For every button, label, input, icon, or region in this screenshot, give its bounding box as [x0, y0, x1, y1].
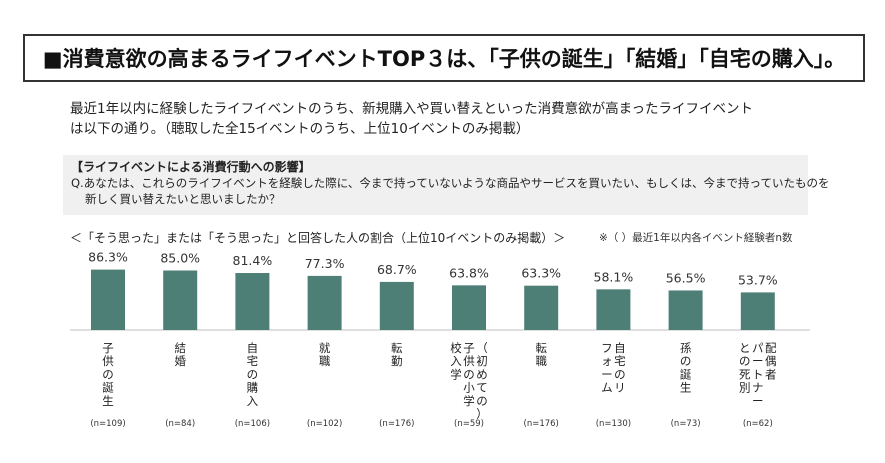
sample-size-label: (n=176) — [524, 419, 559, 429]
category-label-char: パ — [752, 341, 764, 355]
bar-value-label: 81.4% — [233, 253, 273, 268]
category-label-char: 配 — [765, 341, 777, 355]
sample-size-label: (n=176) — [379, 419, 414, 429]
category-label-char: 宅 — [614, 354, 626, 368]
category-label-char: 婚 — [174, 354, 186, 368]
category-label-char: ム — [601, 381, 613, 395]
category-label-char: 学 — [463, 394, 475, 408]
category-label-char: 転 — [391, 341, 403, 355]
category-label-char: の — [247, 367, 259, 381]
category-label-char: 学 — [450, 367, 462, 381]
category-label-char: 購 — [247, 381, 259, 395]
category-label-char: 孫 — [680, 341, 692, 355]
question-line-1: Q.あなたは、これらのライフイベントを経験した際に、今まで持っていないような商品… — [71, 176, 830, 190]
intro-text: 最近1年以内に経験したライフイベントのうち、新規購入や買い替えといった消費意欲が… — [70, 99, 830, 139]
sample-size-label: (n=73) — [671, 419, 701, 429]
category-label-char: 宅 — [247, 354, 259, 368]
bar-value-label: 63.8% — [449, 265, 489, 280]
category-label-char: 勤 — [391, 354, 403, 368]
bar — [524, 285, 559, 330]
bar-value-label: 63.3% — [521, 266, 561, 281]
bar-value-label: 86.3% — [88, 250, 128, 265]
category-label-char: ォ — [601, 354, 613, 368]
category-label-char: ー — [752, 394, 764, 408]
category-label-char: 子 — [102, 341, 114, 355]
category-label-char: 生 — [680, 381, 692, 395]
category-label-char: リ — [614, 381, 626, 395]
sample-size-label: (n=106) — [235, 419, 270, 429]
sample-size-label: (n=102) — [307, 419, 342, 429]
sample-size-label: (n=130) — [596, 419, 631, 429]
category-label-char: 転 — [535, 341, 547, 355]
category-label-char: ー — [601, 367, 613, 381]
category-label-char: 自 — [247, 341, 259, 355]
bar — [307, 275, 342, 330]
sample-size-label: (n=109) — [90, 419, 125, 429]
bar — [379, 281, 414, 330]
category-label-char: の — [614, 367, 626, 381]
category-label-char: フ — [601, 341, 613, 355]
bar — [235, 273, 270, 330]
category-label-char: 死 — [739, 367, 751, 381]
bar-value-label: 56.5% — [666, 270, 706, 285]
category-label-char: 偶 — [765, 354, 777, 368]
category-label-char: の — [739, 354, 751, 368]
bar — [740, 292, 775, 330]
category-label-char: の — [680, 354, 692, 368]
category-label-char: 生 — [102, 394, 114, 408]
page-title: ■消費意欲の高まるライフイベントTOP３は、「子供の誕生」「結婚」「自宅の購入」… — [23, 34, 865, 82]
category-label-char: 入 — [247, 394, 259, 408]
category-label-char: 誕 — [102, 381, 114, 395]
category-label-char: 職 — [535, 354, 547, 368]
category-label-char: ト — [752, 367, 764, 381]
sample-size-label: (n=84) — [165, 419, 195, 429]
category-label-char: 者 — [765, 367, 777, 381]
question-box: 【ライフイベントによる消費行動への影響】 Q.あなたは、これらのライフイベントを… — [63, 155, 830, 215]
category-label-char: 小 — [463, 381, 475, 395]
category-label-char: 初 — [476, 354, 488, 368]
category-label-char: て — [476, 381, 488, 395]
category-label-char: 供 — [463, 354, 475, 368]
category-label-char: ） — [476, 407, 488, 421]
bar-value-label: 53.7% — [738, 272, 778, 287]
sample-size-label: (n=62) — [743, 419, 773, 429]
chart-caption: ＜「そう思った」または「そう思った」と回答した人の割合（上位10イベントのみ掲載… — [70, 231, 566, 245]
category-label-char: と — [739, 341, 751, 355]
intro-line-2: は以下の通り。（聴取した全15イベントのうち、上位10イベントのみ掲載） — [70, 121, 530, 137]
bar — [91, 269, 125, 330]
bar-value-label: 85.0% — [160, 251, 200, 266]
category-label-char: 別 — [739, 381, 751, 395]
category-label-char: 誕 — [680, 367, 692, 381]
category-label-char: の — [463, 367, 475, 381]
category-label-char: 子 — [463, 341, 475, 355]
intro-line-1: 最近1年以内に経験したライフイベントのうち、新規購入や買い替えといった消費意欲が… — [70, 101, 754, 117]
bar — [668, 290, 703, 330]
category-label-char: め — [476, 367, 488, 381]
bar — [596, 289, 631, 330]
category-label-char: 職 — [319, 354, 331, 368]
category-label-char: の — [102, 367, 114, 381]
category-label-char: ナ — [752, 381, 764, 395]
bar-value-label: 68.7% — [377, 262, 417, 277]
category-label-char: 校 — [450, 341, 462, 355]
question-title: 【ライフイベントによる消費行動への影響】 — [71, 160, 311, 174]
category-label-char: 入 — [450, 354, 462, 368]
category-label-char: 供 — [102, 354, 114, 368]
category-label-char: 就 — [319, 341, 331, 355]
category-label-char: 自 — [614, 341, 626, 355]
question-line-2: 新しく買い替えたいと思いましたか？ — [85, 192, 281, 206]
category-label-char: （ — [476, 341, 488, 355]
bar-value-label: 58.1% — [594, 269, 634, 284]
bar-value-label: 77.3% — [305, 256, 345, 271]
category-label-char: ー — [752, 354, 764, 368]
sample-size-label: (n=59) — [454, 419, 484, 429]
bar — [452, 285, 486, 330]
sample-size-note: ※（ ）最近1年以内各イベント経験者n数 — [599, 232, 793, 244]
category-label-char: 結 — [174, 341, 186, 355]
bar — [163, 270, 198, 330]
category-label-char: の — [476, 394, 488, 408]
